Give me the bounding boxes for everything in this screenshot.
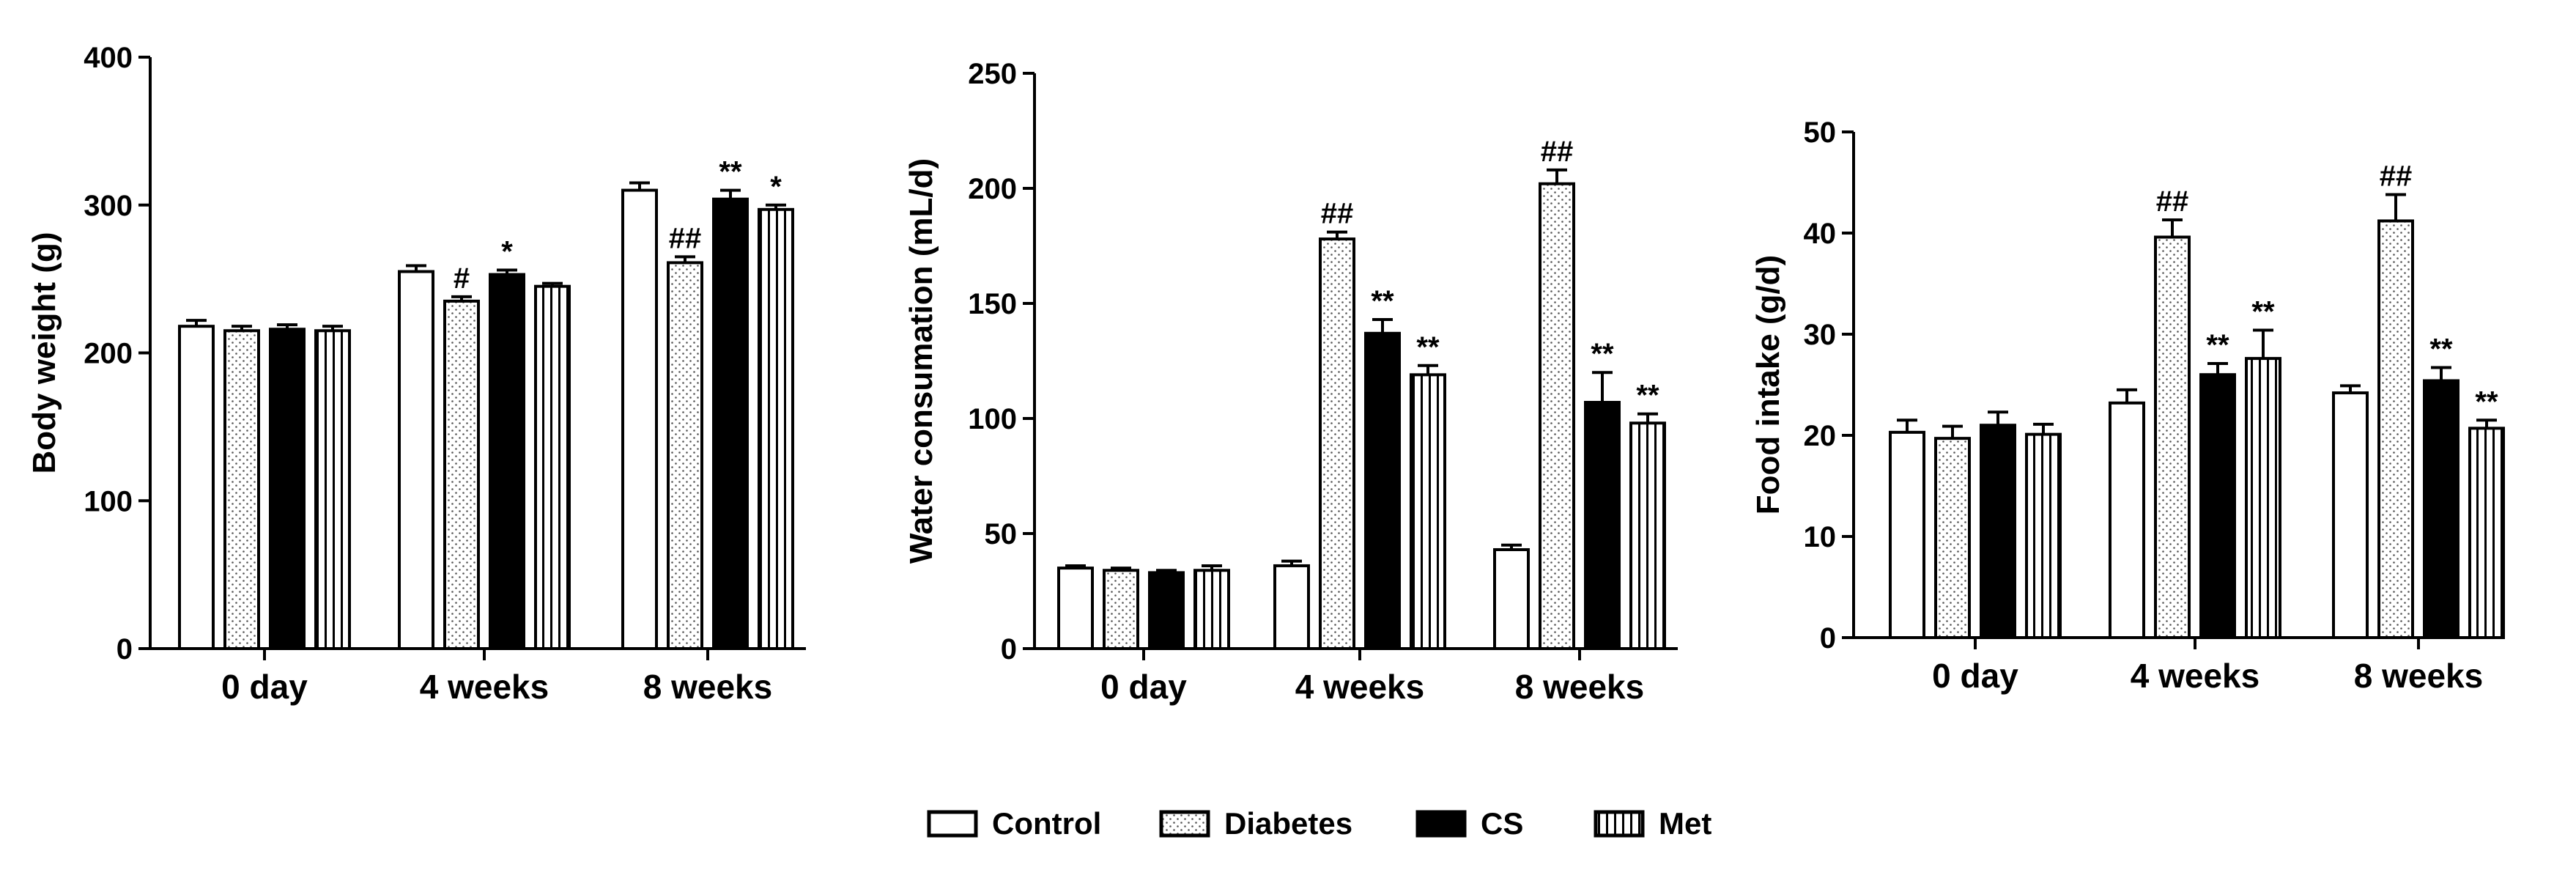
significance-mark: ** [1371,285,1394,317]
bar-cs-0-day [1980,424,2016,639]
legend-item-control: Control [927,806,1101,841]
bar-cs-4-weeks [2199,373,2236,639]
bar-cs-4-weeks [1364,331,1401,650]
legend-item-diabetes: Diabetes [1159,806,1352,841]
bar-met-0-day [314,329,351,650]
significance-mark: ** [1636,380,1659,412]
legend: Control Diabetes CS Met [927,806,1711,841]
significance-mark: ** [1416,331,1440,364]
legend-swatch [1594,810,1645,838]
significance-mark: ## [1541,136,1574,168]
bar-met-8-weeks [758,207,794,650]
y-tick-label: 0 [116,633,133,665]
bar-cs-8-weeks [2423,379,2460,639]
legend-label: Diabetes [1224,806,1352,841]
legend-swatch [1159,810,1210,838]
bar-met-0-day [2025,432,2062,639]
bar-met-8-weeks [1629,421,1666,651]
y-tick-label: 400 [84,42,133,74]
bar-diabetes-4-weeks [2154,235,2191,639]
bar-met-4-weeks [1410,373,1446,650]
bar-control-0-day [178,325,215,650]
bar-cs-4-weeks [489,273,525,650]
bar-diabetes-0-day [1934,437,1971,639]
chart-panel-3: 0 10 20 30 40 50 Food intake (g/d) 0 day 4 weeks… [1750,117,2505,695]
bar-cs-0-day [1148,571,1185,651]
y-tick-label: 250 [968,58,1017,90]
y-tick-label: 100 [84,485,133,517]
bar-cs-8-weeks [1584,401,1621,651]
x-tick-label: 4 weeks [420,668,549,706]
bar-control-8-weeks [1493,547,1530,650]
bar-diabetes-8-weeks [667,261,703,650]
legend-label: Met [1659,806,1711,841]
bar-met-4-weeks [2245,357,2281,639]
significance-mark: ## [669,222,702,254]
bar-diabetes-0-day [223,329,260,650]
bar-control-4-weeks [398,270,434,651]
bar-diabetes-4-weeks [443,299,480,650]
significance-mark: * [770,171,782,203]
legend-label: CS [1481,806,1523,841]
significance-mark: ** [719,156,742,188]
y-axis-label: Water consumation (mL/d) [903,158,939,564]
legend-swatch [927,810,978,838]
legend-label: Control [992,806,1101,841]
bar-cs-8-weeks [712,197,749,650]
x-tick-label: 8 weeks [1515,668,1644,706]
bar-cs-0-day [269,328,306,650]
bar-control-0-day [1057,567,1094,650]
significance-mark: ** [2475,385,2498,418]
significance-mark: # [454,262,470,295]
chart-panel-1: 0 100 200 300 400 Body weight (g) 0 day 4 weeks… [26,42,806,706]
y-tick-label: 30 [1804,319,1837,351]
bar-control-0-day [1889,430,1925,639]
y-tick-label: 50 [985,518,1018,550]
x-tick-label: 0 day [221,668,308,706]
legend-item-cs: CS [1415,806,1523,841]
y-tick-label: 40 [1804,218,1837,250]
significance-mark: ## [2156,185,2189,218]
y-tick-label: 300 [84,190,133,222]
x-tick-label: 0 day [1932,657,2018,695]
y-tick-label: 50 [1804,117,1837,149]
y-tick-label: 10 [1804,521,1837,553]
y-tick-label: 100 [968,403,1017,435]
x-tick-label: 4 weeks [1295,668,1424,706]
bar-control-4-weeks [2109,401,2145,640]
y-axis-label: Food intake (g/d) [1750,255,1786,514]
x-tick-label: 8 weeks [2354,657,2483,695]
bar-diabetes-8-weeks [1539,182,1575,651]
y-tick-label: 200 [968,173,1017,205]
significance-mark: ** [1591,338,1614,370]
legend-item-met: Met [1594,806,1711,841]
bar-control-8-weeks [2332,391,2369,639]
bar-met-8-weeks [2468,427,2505,640]
y-tick-label: 20 [1804,420,1837,452]
legend-swatch [1415,810,1467,838]
significance-mark: ## [2380,161,2413,193]
significance-mark: ## [1321,198,1354,230]
chart-panel-2: 0 50 100 150 200 250 Water consumation (mL/d) 0… [903,58,1678,706]
significance-mark: * [501,236,513,268]
bar-diabetes-0-day [1103,569,1139,650]
y-axis-label: Body weight (g) [26,232,62,474]
significance-mark: ** [2251,295,2275,328]
significance-mark: ** [2206,329,2229,361]
bar-met-0-day [1193,569,1230,650]
bar-control-8-weeks [621,188,658,650]
y-tick-label: 150 [968,288,1017,320]
bar-diabetes-8-weeks [2377,219,2414,639]
y-tick-label: 0 [1001,633,1017,665]
significance-mark: ** [2429,333,2453,366]
bar-met-4-weeks [534,284,571,650]
bar-diabetes-4-weeks [1319,237,1355,650]
x-tick-label: 4 weeks [2131,657,2259,695]
x-tick-label: 0 day [1100,668,1187,706]
y-tick-label: 0 [1820,622,1836,654]
x-tick-label: 8 weeks [643,668,772,706]
y-tick-label: 200 [84,338,133,370]
bar-control-4-weeks [1273,564,1310,651]
